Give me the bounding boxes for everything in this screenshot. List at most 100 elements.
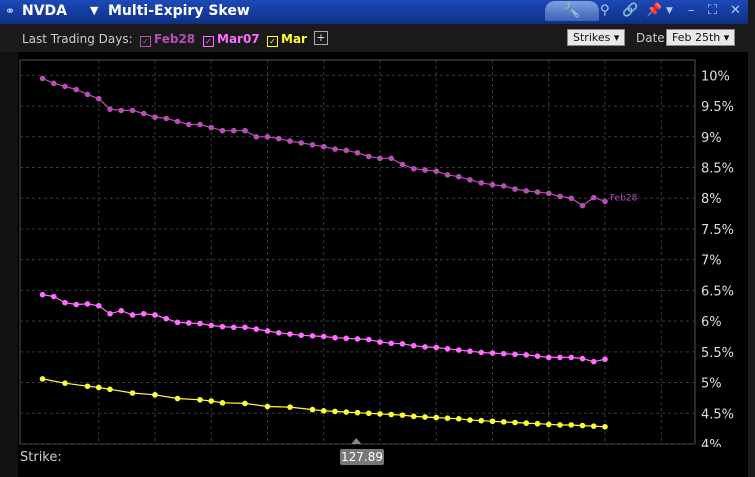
data-point (129, 390, 136, 396)
data-point (275, 329, 282, 336)
data-point (512, 419, 518, 426)
data-point (557, 422, 563, 428)
data-point (568, 195, 575, 202)
data-point (410, 342, 417, 349)
minimize-icon[interactable]: – (688, 3, 695, 18)
data-point (230, 324, 237, 331)
data-point (219, 400, 226, 406)
data-point (523, 352, 530, 358)
data-point (287, 331, 293, 337)
add-expiry-button[interactable]: + (314, 31, 328, 45)
data-point (579, 202, 586, 209)
data-point (444, 345, 451, 352)
symbol-dropdown-icon[interactable]: ▼ (90, 4, 99, 17)
data-point (84, 301, 91, 307)
data-point (545, 354, 552, 361)
data-point (242, 400, 248, 407)
data-point (73, 86, 80, 93)
data-point (152, 312, 158, 318)
cursor-strike-readout: 127.89 (340, 449, 384, 465)
data-point (478, 349, 485, 356)
data-point (467, 417, 473, 423)
y-tick-label: 10% (701, 69, 730, 84)
y-tick-label: 9% (701, 131, 722, 146)
data-point (275, 135, 282, 142)
data-point (264, 403, 271, 410)
data-point (219, 127, 226, 134)
data-point (332, 334, 338, 341)
y-tick-label: 8% (701, 192, 722, 207)
data-point (444, 172, 451, 178)
data-point (579, 422, 586, 429)
skew-chart: 4%4.5%5%5.5%6%6.5%7%7.5%8%8.5%9%9.5%10%1… (19, 59, 734, 447)
data-point (534, 353, 541, 359)
data-point (253, 326, 260, 332)
data-point (208, 398, 215, 404)
data-point (365, 410, 372, 417)
mode-select[interactable]: Strikes ▾ (567, 29, 626, 46)
data-point (242, 324, 248, 331)
pin-icon[interactable]: 📌 (646, 3, 663, 18)
data-point (388, 411, 395, 418)
data-point (129, 107, 136, 114)
data-point (197, 396, 203, 403)
data-point (242, 127, 248, 134)
data-point (152, 114, 158, 120)
data-point (568, 422, 575, 428)
checkbox-icon[interactable]: ✓ (140, 36, 151, 47)
legend-item-feb28[interactable]: ✓ Feb28 (140, 32, 195, 47)
series-end-label: Feb28 (610, 193, 638, 203)
data-point (50, 80, 57, 87)
data-point (343, 147, 350, 154)
data-point (298, 140, 305, 146)
data-point (118, 107, 125, 114)
search-icon[interactable]: ⚲ (600, 3, 610, 18)
data-point (478, 417, 485, 424)
data-point (73, 301, 80, 308)
data-point (455, 416, 462, 422)
data-point (95, 384, 102, 391)
y-tick-label: 5.5% (701, 346, 734, 361)
data-point (388, 155, 395, 162)
right-scrollbar[interactable] (748, 0, 755, 477)
close-icon[interactable]: ✕ (730, 3, 741, 18)
legend-item-mar07[interactable]: ✓ Mar07 (203, 32, 260, 47)
symbol-label[interactable]: NVDA (22, 3, 68, 19)
data-point (320, 143, 327, 150)
data-point (590, 423, 597, 429)
data-point (298, 332, 305, 339)
data-point (534, 420, 541, 427)
legend-item-mar[interactable]: ✓ Mar (267, 32, 307, 47)
y-tick-label: 5% (701, 377, 722, 392)
data-point (129, 312, 136, 318)
checkbox-icon[interactable]: ✓ (267, 36, 278, 47)
data-point (264, 328, 271, 334)
data-point (287, 404, 293, 410)
link-icon[interactable]: 🔗 (622, 3, 639, 18)
data-point (523, 188, 530, 194)
data-point (309, 333, 316, 339)
plot-area (19, 59, 696, 445)
data-point (478, 180, 485, 186)
data-point (377, 339, 383, 345)
data-point (557, 193, 563, 200)
title-bar: ⚭ NVDA ▼ Multi-Expiry Skew 🔧 ⚲ 🔗 📌 ▼ – ⛶… (0, 0, 755, 24)
data-point (118, 307, 125, 314)
data-point (602, 198, 608, 205)
data-point (185, 121, 192, 128)
data-point (95, 302, 102, 309)
pin-dropdown-icon[interactable]: ▼ (666, 6, 673, 16)
data-point (489, 181, 496, 188)
data-point (208, 322, 215, 329)
y-tick-label: 7.5% (701, 223, 734, 238)
wrench-icon[interactable]: 🔧 (545, 1, 599, 21)
data-point (343, 335, 350, 342)
data-point (50, 293, 57, 300)
data-point (489, 350, 496, 356)
data-point (84, 91, 91, 98)
y-tick-label: 6.5% (701, 284, 734, 299)
link-chain-icon[interactable]: ⚭ (5, 4, 16, 18)
maximize-icon[interactable]: ⛶ (708, 3, 718, 18)
checkbox-icon[interactable]: ✓ (203, 36, 214, 47)
date-select[interactable]: Feb 25th ▾ (666, 29, 736, 46)
